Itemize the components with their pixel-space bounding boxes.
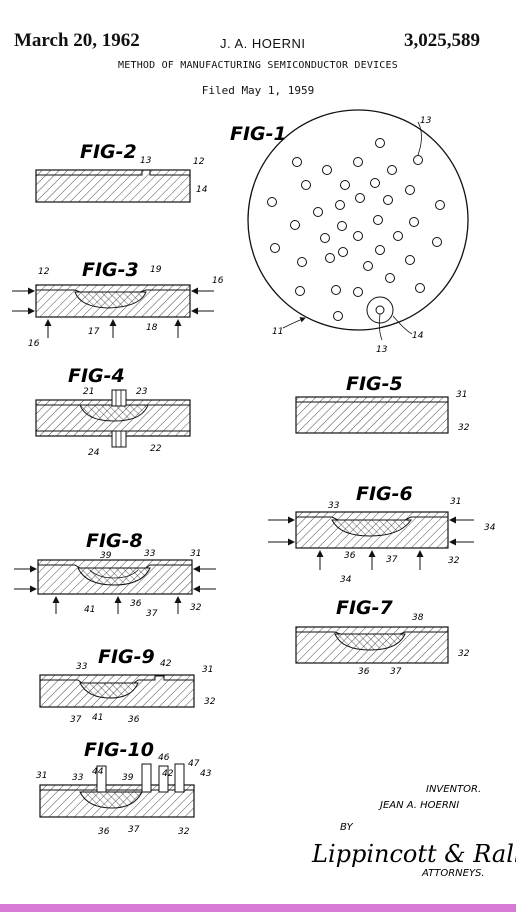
fig-8-ref: 33 (144, 549, 156, 559)
fig-6-ref: 34 (484, 523, 496, 533)
fig-5-label: FIG-5 (346, 373, 403, 395)
fig-2-ref: 14 (196, 185, 208, 195)
fig-9-ref: 42 (160, 659, 172, 669)
fig-4-ref: 23 (136, 387, 148, 397)
leader-13a (417, 121, 422, 156)
fig-7: FIG-7 38 32 36 37 (295, 597, 470, 677)
fig-3: FIG-3 12 19 16 16 17 18 (12, 259, 224, 349)
fig-6-ref: 37 (386, 555, 398, 565)
fig-10-ref: 42 (162, 769, 174, 779)
inventor-name: JEAN A. HOERNI (378, 800, 459, 811)
fig-10-ref: 43 (200, 769, 212, 779)
fig-3-ref: 17 (88, 327, 100, 337)
by-label: BY (340, 822, 354, 833)
fig-2-ref: 13 (140, 156, 152, 166)
fig-7-ref: 37 (390, 667, 402, 677)
inventor-header: J. A. HOERNI (220, 36, 306, 51)
fig-7-ref: 38 (412, 613, 424, 623)
fig-4-label: FIG-4 (68, 365, 125, 387)
fig-8-ref: 32 (190, 603, 202, 613)
fig-7-ref: 36 (358, 667, 370, 677)
fig-10-ref: 32 (178, 827, 190, 837)
fig-6-ref: 32 (448, 556, 460, 566)
fig-9-label: FIG-9 (98, 646, 155, 668)
wafer-outline (247, 109, 469, 331)
fig-3-ref: 16 (28, 339, 40, 349)
fig-3-ref: 16 (212, 276, 224, 286)
fig-5-ref: 31 (456, 390, 467, 400)
fig-10-ref: 36 (98, 827, 110, 837)
fig-1: FIG-1 13 11 13 14 (230, 109, 469, 355)
fig-1-ref: 11 (272, 327, 283, 337)
fig-8-ref: 36 (130, 599, 142, 609)
bottom-accent-bar (0, 904, 516, 912)
fig-10-ref: 47 (188, 759, 200, 769)
fig-7-label: FIG-7 (336, 597, 394, 619)
fig-8-ref: 31 (190, 549, 201, 559)
fig-4: FIG-4 21 23 24 22 (35, 365, 191, 458)
fig-10-ref: 37 (128, 825, 140, 835)
fig-6-ref: 36 (344, 551, 356, 561)
fig-6-label: FIG-6 (356, 483, 413, 505)
inventor-label: INVENTOR. (426, 784, 481, 795)
wafer-pits (267, 138, 445, 324)
fig-8-ref: 39 (100, 551, 112, 561)
fig-10: FIG-10 31 33 44 39 46 42 47 43 36 37 32 (36, 739, 212, 837)
attorney-signature: Lippincott & Ralls (311, 840, 516, 868)
fig-8-ref: 41 (84, 605, 95, 615)
fig-1-ref: 13 (420, 116, 432, 126)
fig-1-label: FIG-1 (230, 123, 287, 145)
fig-6-ref: 33 (328, 501, 340, 511)
fig-10-ref: 46 (158, 753, 170, 763)
fig-8-ref: 37 (146, 609, 158, 619)
patent-title: METHOD OF MANUFACTURING SEMICONDUCTOR DE… (118, 60, 398, 71)
fig-5-ref: 32 (458, 423, 470, 433)
filed-date: Filed May 1, 1959 (201, 84, 315, 97)
fig-9-ref: 36 (128, 715, 140, 725)
fig-5: FIG-5 31 32 (295, 373, 470, 434)
patent-number: 3,025,589 (404, 30, 480, 51)
fig-10-ref: 33 (72, 773, 84, 783)
fig-4-ref: 21 (83, 387, 94, 397)
fig-4-ref: 22 (150, 444, 162, 454)
fig-2: FIG-2 13 12 14 (35, 141, 208, 203)
fig-2-ref: 12 (193, 157, 205, 167)
fig-9: FIG-9 33 42 31 32 37 41 36 (39, 646, 216, 725)
fig-7-ref: 32 (458, 649, 470, 659)
attorneys-label: ATTORNEYS. (421, 868, 485, 879)
fig-9-ref: 31 (202, 665, 213, 675)
patent-date: March 20, 1962 (14, 30, 140, 51)
fig-2-label: FIG-2 (80, 141, 137, 163)
fig-1-ref: 13 (376, 345, 388, 355)
fig-1-ref: 14 (412, 331, 424, 341)
fig-3-ref: 12 (38, 267, 50, 277)
fig-9-ref: 32 (204, 697, 216, 707)
fig-3-ref: 19 (150, 265, 162, 275)
fig-6-ref: 31 (450, 497, 461, 507)
fig-10-label: FIG-10 (84, 739, 154, 761)
fig-9-ref: 41 (92, 713, 103, 723)
fig-9-ref: 37 (70, 715, 82, 725)
signature-block: INVENTOR. JEAN A. HOERNI BY Lippincott &… (311, 784, 516, 879)
fig-9-ref: 33 (76, 662, 88, 672)
fig-10-ref: 39 (122, 773, 134, 783)
fig-4-ref: 24 (88, 448, 100, 458)
fig-8: FIG-8 39 33 31 41 36 37 32 (14, 530, 216, 619)
fig-3-ref: 18 (146, 323, 158, 333)
fig-3-label: FIG-3 (82, 259, 139, 281)
fig-10-ref: 31 (36, 771, 47, 781)
fig-10-ref: 44 (92, 767, 104, 777)
fig-8-label: FIG-8 (86, 530, 143, 552)
fig-6: FIG-6 33 31 34 36 37 34 32 (268, 483, 496, 585)
fig-6-ref: 34 (340, 575, 352, 585)
